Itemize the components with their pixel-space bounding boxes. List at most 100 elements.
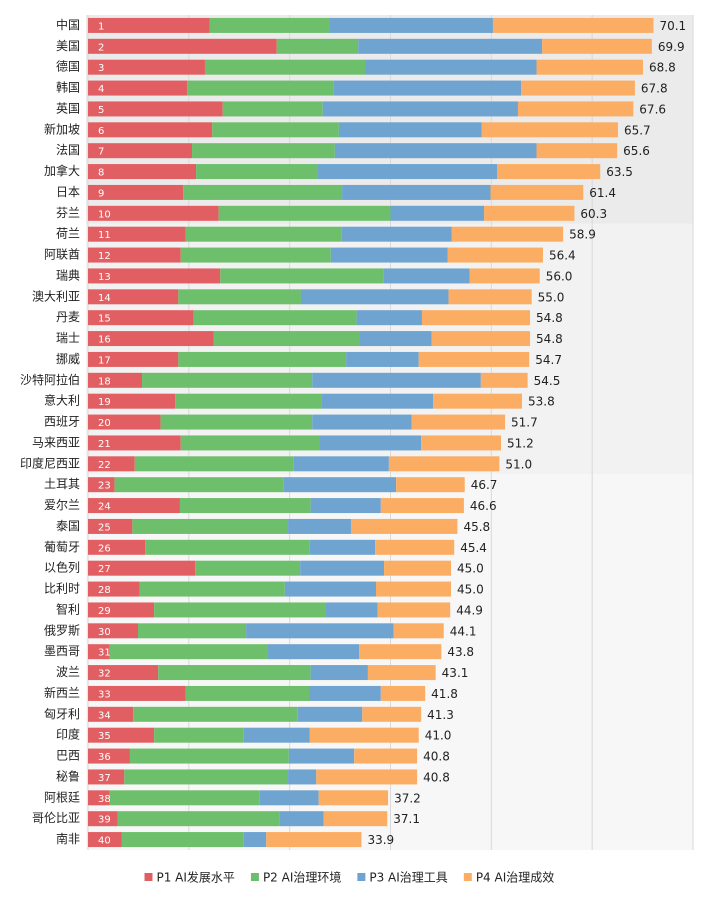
bar-segment xyxy=(380,498,464,514)
y-tick-label: 荷兰 xyxy=(56,227,80,241)
bar-segment xyxy=(358,38,543,54)
bar-segment xyxy=(88,289,179,305)
y-tick-label: 美国 xyxy=(56,39,80,53)
rank-label: 7 xyxy=(98,147,104,158)
bar-segment xyxy=(322,101,518,117)
y-tick-label: 泰国 xyxy=(56,519,80,533)
y-tick-label: 南非 xyxy=(56,831,80,846)
bar-segment xyxy=(480,372,528,388)
y-tick-label: 比利时 xyxy=(44,582,80,596)
total-label: 46.7 xyxy=(471,478,498,492)
y-tick-label: 沙特阿拉伯 xyxy=(20,372,80,387)
rank-label: 15 xyxy=(98,314,111,325)
bar-segment xyxy=(88,351,179,367)
bar-segment xyxy=(88,539,146,555)
y-tick-label: 阿根廷 xyxy=(44,790,80,804)
bar-segment xyxy=(218,205,391,221)
bar-segment xyxy=(380,685,426,701)
bar-segment xyxy=(309,539,376,555)
rank-label: 11 xyxy=(98,230,111,241)
y-tick-label: 西班牙 xyxy=(44,415,80,429)
total-label: 70.1 xyxy=(659,19,686,33)
rank-label: 25 xyxy=(98,522,111,533)
total-label: 43.8 xyxy=(447,645,474,659)
bar-segment xyxy=(160,414,313,430)
bar-segment xyxy=(396,477,465,493)
bar-segment xyxy=(180,435,320,451)
bar-segment xyxy=(134,456,294,472)
bar-segment xyxy=(133,706,298,722)
total-label: 37.1 xyxy=(393,812,420,826)
bar-segment xyxy=(383,268,470,284)
bar-segment xyxy=(88,706,134,722)
bar-segment xyxy=(88,456,135,472)
rank-label: 6 xyxy=(98,126,104,137)
bar-segment xyxy=(316,769,418,785)
bar-segment xyxy=(88,832,122,848)
legend-swatch xyxy=(357,873,366,881)
y-tick-label: 瑞典 xyxy=(56,268,80,282)
y-tick-label: 印度尼西亚 xyxy=(20,455,80,470)
total-label: 65.6 xyxy=(623,144,650,158)
bar-segment xyxy=(88,644,110,660)
total-label: 40.8 xyxy=(423,770,450,784)
bar-segment xyxy=(330,247,448,263)
bar-segment xyxy=(346,351,419,367)
bar-segment xyxy=(88,665,159,681)
bar-segment xyxy=(88,205,219,221)
total-label: 46.6 xyxy=(470,499,497,513)
bar-segment xyxy=(88,268,221,284)
bar-segment xyxy=(185,226,342,242)
bar-segment xyxy=(388,456,500,472)
rank-label: 13 xyxy=(98,272,111,283)
bar-segment xyxy=(88,769,125,785)
bar-segment xyxy=(333,80,522,96)
y-tick-label: 新西兰 xyxy=(44,685,80,700)
bar-segment xyxy=(323,811,388,827)
bar-segment xyxy=(154,727,244,743)
bar-segment xyxy=(451,226,564,242)
bar-segment xyxy=(377,602,451,618)
bar-segment xyxy=(542,38,652,54)
total-label: 51.0 xyxy=(505,457,532,471)
bar-segment xyxy=(88,435,181,451)
rank-label: 2 xyxy=(98,42,104,53)
bar-segment xyxy=(88,38,277,54)
y-tick-label: 阿联酋 xyxy=(44,247,80,262)
total-label: 60.3 xyxy=(580,207,607,221)
total-label: 45.8 xyxy=(463,520,490,534)
bar-segment xyxy=(212,122,339,138)
legend-label: P3 AI治理工具 xyxy=(369,871,447,885)
total-label: 45.4 xyxy=(460,541,487,555)
bar-segment xyxy=(193,310,357,326)
bar-segment xyxy=(367,665,436,681)
bar-segment xyxy=(341,226,452,242)
bar-segment xyxy=(88,498,180,514)
bar-segment xyxy=(310,665,368,681)
bar-segment xyxy=(317,164,497,180)
bar-segment xyxy=(88,101,223,117)
total-label: 53.8 xyxy=(528,395,555,409)
bar-segment xyxy=(88,811,118,827)
bar-segment xyxy=(484,205,575,221)
bar-segment xyxy=(350,518,458,534)
bar-segment xyxy=(142,372,313,388)
y-tick-label: 德国 xyxy=(56,59,80,74)
rank-label: 12 xyxy=(98,251,111,262)
bar-segment xyxy=(300,289,449,305)
bar-segment xyxy=(325,602,378,618)
bar-segment xyxy=(138,623,247,639)
bar-segment xyxy=(300,560,385,576)
bar-segment xyxy=(276,38,359,54)
legend-label: P2 AI治理环境 xyxy=(263,870,341,885)
y-tick-label: 瑞士 xyxy=(56,331,80,345)
rank-label: 39 xyxy=(98,815,111,826)
bar-segment xyxy=(312,414,412,430)
bar-segment xyxy=(334,143,537,159)
bar-segment xyxy=(109,790,260,806)
bar-segment xyxy=(342,184,491,200)
rank-label: 17 xyxy=(98,355,111,366)
bar-segment xyxy=(114,477,284,493)
bar-segment xyxy=(192,143,335,159)
